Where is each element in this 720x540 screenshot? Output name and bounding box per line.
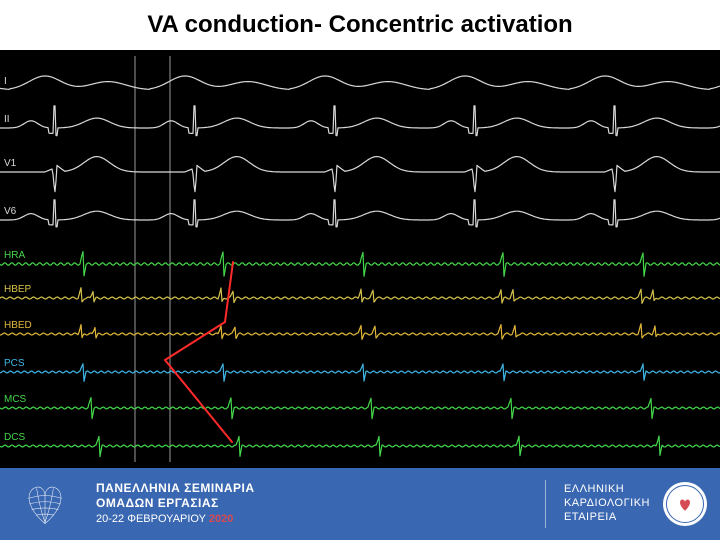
footer-right-line1: ΕΛΛΗΝΙΚΗ <box>564 483 650 497</box>
channel-label-i: I <box>4 76 7 87</box>
footer-seal <box>650 468 720 540</box>
footer-text-right: ΕΛΛΗΝΙΚΗ ΚΑΡΔΙΟΛΟΓΙΚΗ ΕΤΑΙΡΕΙΑ <box>564 483 650 524</box>
footer-right-line3: ΕΤΑΙΡΕΙΑ <box>564 511 650 525</box>
title-area: VA conduction- Concentric activation <box>0 0 720 50</box>
channel-label-ii: II <box>4 114 10 125</box>
egm-svg: IIIV1V6HRAHBEPHBEDPCSMCSDCS <box>0 50 720 468</box>
channel-label-v6: V6 <box>4 206 17 217</box>
channel-label-mcs: MCS <box>4 394 27 405</box>
footer-right-line2: ΚΑΡΔΙΟΛΟΓΙΚΗ <box>564 497 650 511</box>
egm-plot: IIIV1V6HRAHBEPHBEDPCSMCSDCS <box>0 50 720 468</box>
footer-divider <box>545 480 546 528</box>
footer-left-dates: 20-22 ΦΕΒΡΟΥΑΡΙΟΥ <box>96 513 206 525</box>
channel-label-hbep: HBEP <box>4 284 32 295</box>
footer-banner: ΠΑΝΕΛΛΗΝΙΑ ΣΕΜΙΝΑΡΙΑ ΟΜΑΔΩΝ ΕΡΓΑΣΙΑΣ 20-… <box>0 468 720 540</box>
footer-left-line2: ΟΜΑΔΩΝ ΕΡΓΑΣΙΑΣ <box>96 496 255 511</box>
channel-label-hbed: HBED <box>4 320 32 331</box>
channel-label-hra: HRA <box>4 250 25 261</box>
heart-mesh-icon <box>17 476 73 532</box>
footer-left-line1: ΠΑΝΕΛΛΗΝΙΑ ΣΕΜΙΝΑΡΙΑ <box>96 481 255 496</box>
footer-left-year: 2020 <box>209 513 233 525</box>
footer-left-line3: 20-22 ΦΕΒΡΟΥΑΡΙΟΥ 2020 <box>96 513 255 527</box>
channel-label-v1: V1 <box>4 158 17 169</box>
seal-circle-icon <box>663 482 707 526</box>
footer-text-left: ΠΑΝΕΛΛΗΝΙΑ ΣΕΜΙΝΑΡΙΑ ΟΜΑΔΩΝ ΕΡΓΑΣΙΑΣ 20-… <box>90 481 255 527</box>
channel-label-dcs: DCS <box>4 432 25 443</box>
page-title: VA conduction- Concentric activation <box>147 11 572 39</box>
footer-heart-logo <box>0 468 90 540</box>
channel-label-pcs: PCS <box>4 358 25 369</box>
seal-heart-icon <box>676 495 694 513</box>
